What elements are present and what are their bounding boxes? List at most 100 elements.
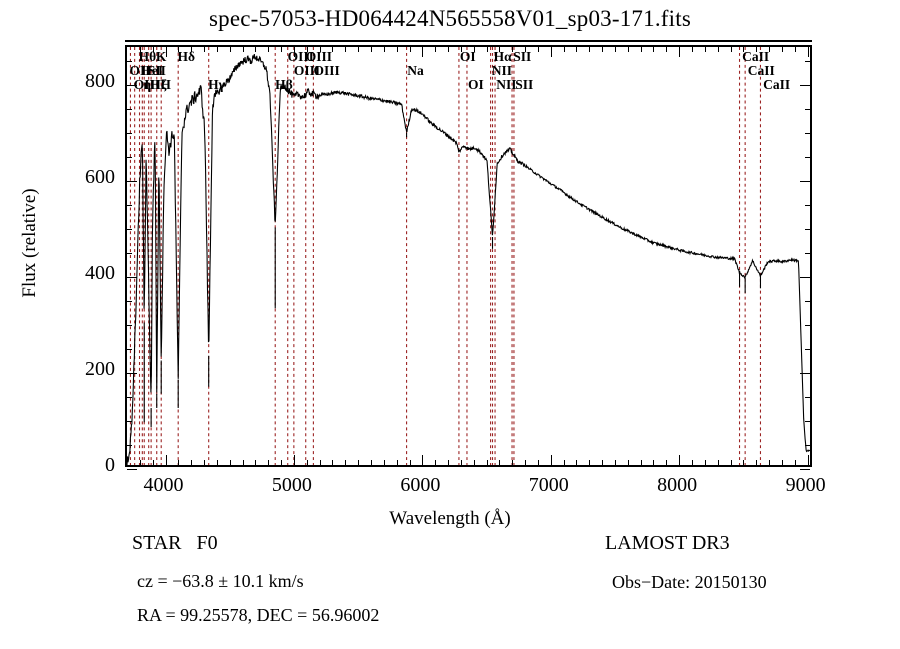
x-tick-7400 bbox=[602, 460, 604, 465]
x-tick-6100 bbox=[435, 460, 437, 465]
x-tick-label-8000: 8000 bbox=[657, 474, 698, 496]
x-tick-6200 bbox=[448, 460, 450, 465]
x-tick-top-6400 bbox=[473, 47, 475, 52]
x-tick-4300 bbox=[204, 460, 206, 465]
y-tick-800 bbox=[127, 85, 137, 87]
plot-frame: OII OIII Hθ HeI η SII Hζ K H Hδ Hγ Hβ OIII OIII OIII OI… bbox=[125, 45, 812, 470]
y-tick-label-400: 400 bbox=[85, 262, 115, 285]
x-tick-8200 bbox=[704, 460, 706, 465]
y-tick-550 bbox=[127, 205, 132, 207]
x-tick-6000 bbox=[422, 455, 424, 465]
x-tick-top-7700 bbox=[640, 47, 642, 52]
x-tick-top-3900 bbox=[152, 47, 154, 52]
coordinates: RA = 99.25578, DEC = 56.96002 bbox=[137, 605, 380, 625]
line-label-SII-6731: SII bbox=[515, 77, 534, 92]
x-tick-6600 bbox=[499, 460, 501, 465]
x-tick-7700 bbox=[640, 460, 642, 465]
x-tick-top-6800 bbox=[525, 47, 527, 52]
y-tick-500 bbox=[127, 229, 132, 231]
x-tick-top-4800 bbox=[268, 47, 270, 52]
x-tick-top-8900 bbox=[794, 47, 796, 52]
x-tick-top-8000 bbox=[679, 47, 681, 57]
x-tick-7500 bbox=[614, 460, 616, 465]
x-tick-8500 bbox=[743, 460, 745, 465]
y-tick-750 bbox=[127, 109, 132, 111]
x-tick-6300 bbox=[460, 460, 462, 465]
x-tick-top-5000 bbox=[293, 47, 295, 57]
x-tick-7200 bbox=[576, 460, 578, 465]
line-label-OIII-3760: OIII bbox=[133, 77, 160, 92]
x-tick-6800 bbox=[525, 460, 527, 465]
y-tick-0 bbox=[127, 469, 137, 470]
spectral-type: F0 bbox=[196, 532, 218, 554]
x-tick-5300 bbox=[332, 460, 334, 465]
x-tick-5700 bbox=[383, 460, 385, 465]
x-tick-top-6000 bbox=[422, 47, 424, 57]
x-tick-top-8400 bbox=[730, 47, 732, 52]
x-tick-top-6100 bbox=[435, 47, 437, 52]
x-tick-top-4400 bbox=[216, 47, 218, 52]
y-tick-right-750 bbox=[805, 109, 810, 111]
x-tick-6500 bbox=[486, 460, 488, 465]
y-tick-label-600: 600 bbox=[85, 166, 115, 189]
line-label-OIII-5007: OIII bbox=[293, 63, 321, 78]
y-tick-right-200 bbox=[800, 373, 810, 375]
x-tick-6400 bbox=[473, 460, 475, 465]
y-tick-right-0 bbox=[800, 469, 810, 470]
x-tick-top-6700 bbox=[512, 47, 514, 52]
y-tick-700 bbox=[127, 133, 132, 135]
y-tick-600 bbox=[127, 181, 137, 183]
x-tick-top-5300 bbox=[332, 47, 334, 52]
x-tick-top-6300 bbox=[460, 47, 462, 52]
x-tick-7000 bbox=[550, 455, 552, 465]
radial-velocity: cz = −63.8 ± 10.1 km/s bbox=[137, 571, 304, 591]
x-tick-top-8500 bbox=[743, 47, 745, 52]
line-label-OIII-5160: OIII bbox=[313, 63, 340, 78]
x-tick-top-5100 bbox=[306, 47, 308, 52]
y-tick-100 bbox=[127, 421, 132, 423]
y-tick-right-850 bbox=[805, 61, 810, 63]
y-tick-right-50 bbox=[805, 445, 810, 447]
object-class: STAR bbox=[132, 532, 182, 554]
x-tick-6700 bbox=[512, 460, 514, 465]
x-tick-top-7300 bbox=[589, 47, 591, 52]
x-tick-5800 bbox=[396, 460, 398, 465]
x-tick-7800 bbox=[653, 460, 655, 465]
y-tick-450 bbox=[127, 253, 132, 255]
line-label-H-3889: Hζ bbox=[150, 77, 167, 92]
y-tick-350 bbox=[127, 301, 132, 303]
x-tick-5500 bbox=[358, 460, 360, 465]
line-label-SII-3870: SII bbox=[147, 63, 166, 78]
line-label-H-3798: Hθ bbox=[138, 49, 157, 64]
x-tick-8800 bbox=[781, 460, 783, 465]
x-tick-7600 bbox=[627, 460, 629, 465]
x-tick-4200 bbox=[191, 460, 193, 465]
plot-clip-region: OII OIII Hθ HeI η SII Hζ K H Hδ Hγ Hβ OIII OIII OIII OI… bbox=[127, 47, 810, 465]
y-tick-right-800 bbox=[800, 85, 810, 87]
line-label-H-3968: H bbox=[160, 77, 171, 92]
line-label-Na-5890: Na bbox=[407, 63, 424, 78]
x-tick-8300 bbox=[717, 460, 719, 465]
spectrum-curve bbox=[127, 53, 810, 465]
x-tick-top-7000 bbox=[550, 47, 552, 57]
y-tick-label-0: 0 bbox=[105, 454, 115, 476]
y-tick-150 bbox=[127, 397, 132, 399]
x-tick-5600 bbox=[370, 460, 372, 465]
x-tick-top-6600 bbox=[499, 47, 501, 52]
y-tick-right-550 bbox=[805, 205, 810, 207]
x-tick-top-7900 bbox=[666, 47, 668, 52]
x-tick-5000 bbox=[293, 455, 295, 465]
x-tick-top-4300 bbox=[204, 47, 206, 52]
y-tick-right-450 bbox=[805, 253, 810, 255]
line-label-H-4101: Hδ bbox=[177, 49, 195, 64]
x-tick-top-4000 bbox=[165, 47, 167, 57]
y-tick-label-200: 200 bbox=[85, 358, 115, 381]
x-tick-top-5800 bbox=[396, 47, 398, 52]
x-tick-top-4500 bbox=[229, 47, 231, 52]
x-tick-5200 bbox=[319, 460, 321, 465]
x-tick-label-5000: 5000 bbox=[271, 474, 312, 496]
y-tick-650 bbox=[127, 157, 132, 159]
x-tick-top-9000 bbox=[807, 47, 809, 57]
x-tick-7300 bbox=[589, 460, 591, 465]
